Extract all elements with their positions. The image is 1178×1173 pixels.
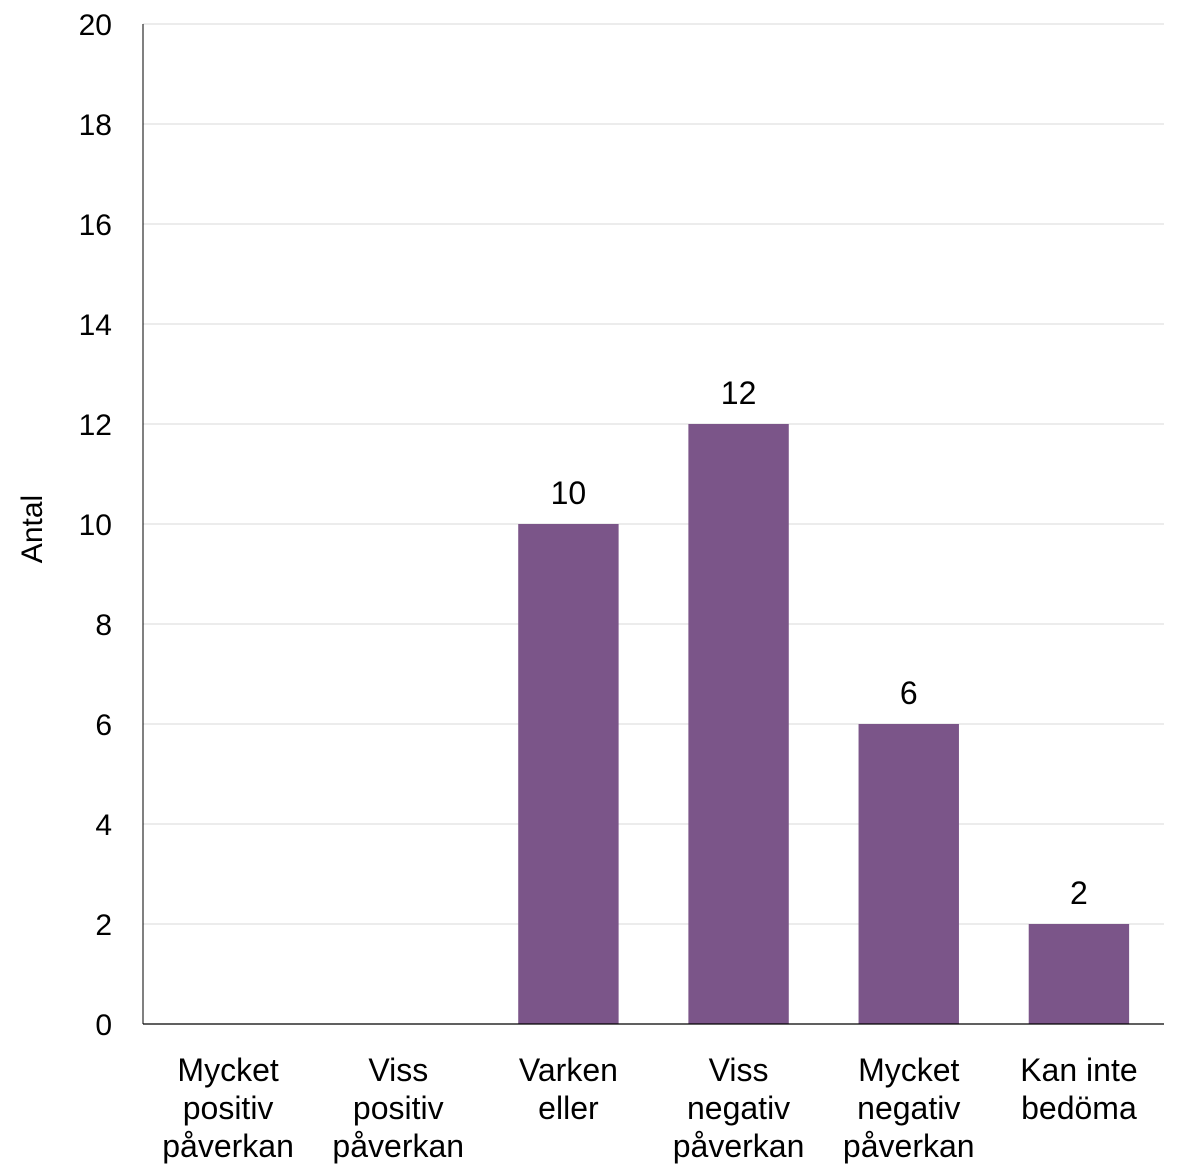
y-axis-title: Antal bbox=[16, 495, 49, 563]
data-labels: 10 12 6 2 bbox=[551, 375, 1088, 911]
bars bbox=[518, 424, 1130, 1024]
data-label: 2 bbox=[1070, 875, 1088, 911]
data-label: 6 bbox=[900, 675, 918, 711]
x-category-label: Varken eller bbox=[519, 1052, 618, 1126]
x-category-label: Mycket negativ påverkan bbox=[843, 1052, 975, 1164]
y-tick-labels: 0 2 4 6 8 10 12 14 16 18 20 bbox=[79, 9, 112, 1042]
x-category-label: Mycket positiv påverkan bbox=[162, 1052, 294, 1164]
bar bbox=[688, 424, 789, 1024]
x-category-labels: Mycket positiv påverkan Viss positiv påverkan… bbox=[162, 1052, 1137, 1164]
x-category-label: Viss positiv påverkan bbox=[332, 1052, 464, 1164]
axes bbox=[142, 24, 1164, 1025]
y-tick-label: 16 bbox=[79, 209, 112, 242]
y-tick-label: 0 bbox=[95, 1009, 112, 1042]
y-tick-label: 8 bbox=[95, 609, 112, 642]
bar bbox=[858, 724, 959, 1024]
x-category-label: Kan inte bedöma bbox=[1020, 1052, 1137, 1126]
y-tick-label: 12 bbox=[79, 409, 112, 442]
data-label: 12 bbox=[721, 375, 757, 411]
x-category-label: Viss negativ påverkan bbox=[673, 1052, 805, 1164]
gridlines bbox=[143, 23, 1164, 925]
y-tick-label: 18 bbox=[79, 109, 112, 142]
y-tick-label: 6 bbox=[95, 709, 112, 742]
y-tick-label: 14 bbox=[79, 309, 112, 342]
y-tick-label: 10 bbox=[79, 509, 112, 542]
data-label: 10 bbox=[551, 475, 587, 511]
y-tick-label: 20 bbox=[79, 9, 112, 42]
y-tick-label: 4 bbox=[95, 809, 112, 842]
bar bbox=[1028, 924, 1130, 1024]
y-tick-label: 2 bbox=[95, 909, 112, 942]
bar bbox=[518, 524, 619, 1024]
